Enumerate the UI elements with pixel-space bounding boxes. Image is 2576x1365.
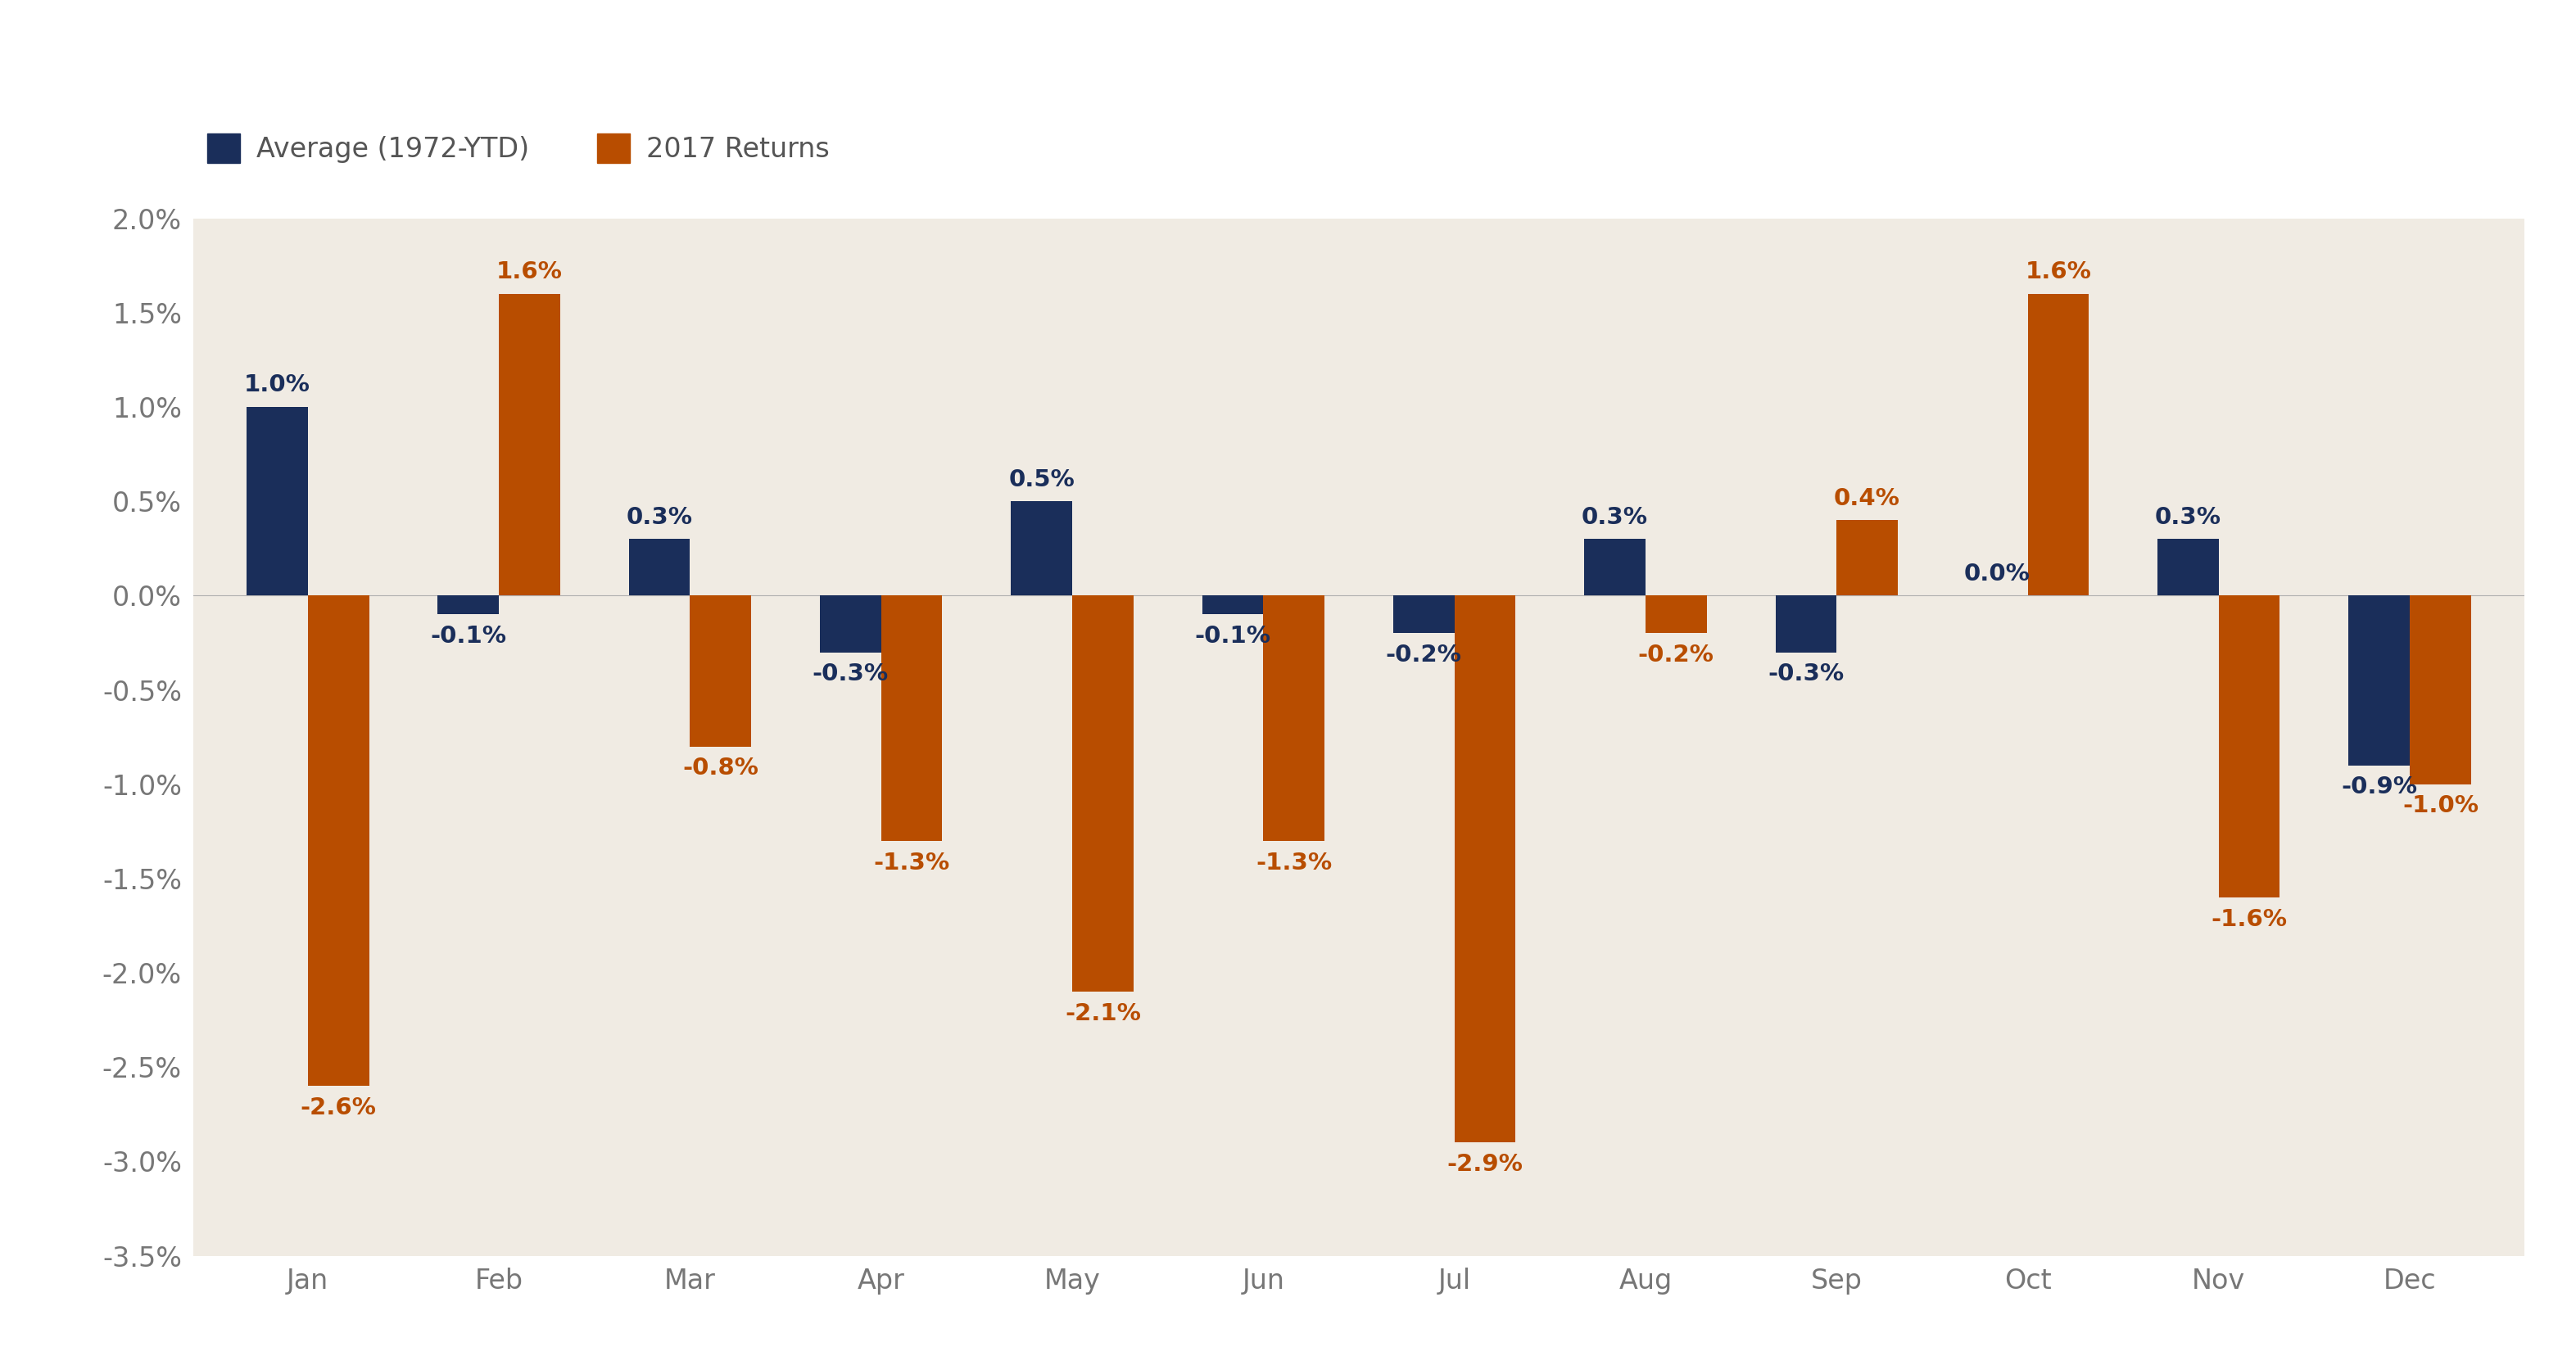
Bar — [1455, 595, 1515, 1143]
Bar — [309, 595, 368, 1087]
Text: -0.2%: -0.2% — [1638, 644, 1713, 666]
Bar — [1775, 595, 1837, 652]
Bar — [1203, 595, 1262, 614]
Text: -0.8%: -0.8% — [683, 758, 760, 779]
Bar — [1394, 595, 1455, 633]
Text: -0.3%: -0.3% — [811, 662, 889, 685]
Bar — [881, 595, 943, 841]
Text: -0.9%: -0.9% — [2342, 775, 2416, 799]
Bar — [500, 293, 559, 595]
Bar — [1072, 595, 1133, 992]
Bar — [2159, 539, 2218, 595]
Bar — [629, 539, 690, 595]
Bar — [1010, 501, 1072, 595]
Bar — [1262, 595, 1324, 841]
Bar — [2349, 595, 2409, 766]
Text: 1.6%: 1.6% — [2025, 261, 2092, 284]
Text: 0.4%: 0.4% — [1834, 487, 1901, 509]
Bar — [2409, 595, 2470, 785]
Text: 1.6%: 1.6% — [497, 261, 562, 284]
Bar — [819, 595, 881, 652]
Text: -2.9%: -2.9% — [1448, 1153, 1522, 1175]
Text: 0.3%: 0.3% — [1582, 506, 1649, 528]
Text: -1.6%: -1.6% — [2210, 908, 2287, 931]
Text: 0.3%: 0.3% — [626, 506, 693, 528]
Text: -1.3%: -1.3% — [873, 852, 951, 874]
Bar — [1584, 539, 1646, 595]
Bar — [438, 595, 500, 614]
Text: 0.3%: 0.3% — [2156, 506, 2221, 528]
Text: -0.3%: -0.3% — [1767, 662, 1844, 685]
Bar — [1646, 595, 1708, 633]
Bar — [247, 407, 309, 595]
Bar — [2027, 293, 2089, 595]
Text: -2.6%: -2.6% — [301, 1096, 376, 1119]
Text: 0.0%: 0.0% — [1963, 562, 2030, 586]
Text: -1.0%: -1.0% — [2403, 794, 2478, 818]
Text: -0.1%: -0.1% — [430, 625, 507, 648]
Text: -2.1%: -2.1% — [1064, 1002, 1141, 1025]
Text: -0.1%: -0.1% — [1195, 625, 1270, 648]
Bar — [2218, 595, 2280, 897]
Bar — [1837, 520, 1899, 595]
Bar — [690, 595, 752, 747]
Text: -1.3%: -1.3% — [1255, 852, 1332, 874]
Text: 1.0%: 1.0% — [245, 374, 309, 397]
Text: -0.2%: -0.2% — [1386, 644, 1461, 666]
Text: 0.5%: 0.5% — [1010, 468, 1074, 491]
Legend: Average (1972-YTD), 2017 Returns: Average (1972-YTD), 2017 Returns — [206, 134, 829, 164]
